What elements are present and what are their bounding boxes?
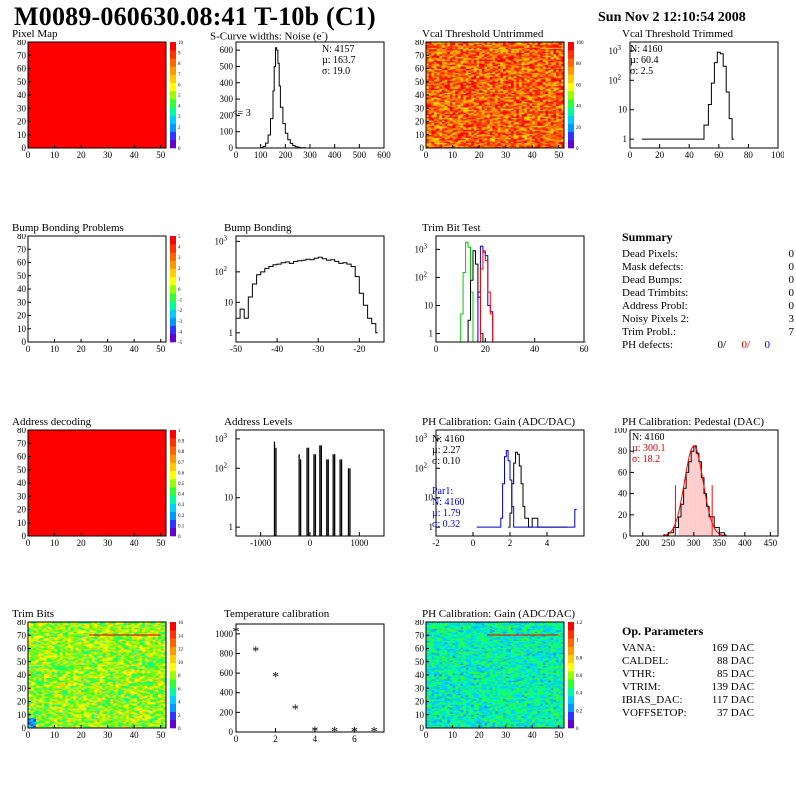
timestamp: Sun Nov 2 12:10:54 2008	[598, 10, 746, 26]
x-tick-label: 0	[234, 150, 239, 160]
x-tick-label: 0	[26, 150, 31, 160]
stats-box: N: 4157 µ: 163.7 σ: 19.0	[322, 44, 356, 77]
y-tick-label: 70	[17, 50, 27, 60]
y-tick-label: 20	[17, 117, 27, 127]
underflow-annotation: <= 3	[232, 108, 251, 119]
y-tick-label: 10	[17, 130, 27, 140]
palette-label: 3	[178, 115, 181, 120]
palette-label: 4	[178, 105, 181, 110]
y-tick-label: 600	[220, 45, 234, 55]
palette-label: 0	[178, 147, 181, 152]
stat-sigma: σ: 19.0	[322, 66, 356, 77]
x-tick-label: 10	[50, 150, 60, 160]
y-tick-label: 50	[17, 77, 27, 87]
palette-swatch	[170, 83, 176, 91]
x-tick-label: 20	[77, 150, 87, 160]
y-tick-label: 100	[220, 127, 234, 137]
y-tick-label: 80	[17, 40, 27, 47]
x-tick-label: 300	[303, 150, 317, 160]
palette-label: 5	[178, 94, 181, 99]
x-tick-label: 500	[353, 150, 367, 160]
x-tick-label: 400	[328, 150, 342, 160]
y-tick-label: 30	[17, 103, 27, 113]
panel-title: Pixel Map	[12, 28, 58, 40]
x-tick-label: 40	[130, 150, 140, 160]
palette-label: 6	[178, 83, 181, 88]
palette-label: 7	[178, 73, 181, 78]
chart-pixel-map: 0 10 20 30 40 50 0 10 20 30 40 50 60 70 80 0 1 2 3 4 5 6 7 8 9 10	[12, 40, 208, 170]
heatmap-cells	[28, 42, 166, 148]
palette-label: 2	[178, 126, 181, 131]
palette-swatch	[170, 58, 176, 66]
x-tick-label: 50	[156, 150, 166, 160]
panel-pixel-map: Pixel Map 0 10 20 30 40 50 0 10 20 30 40 50 60 70 80 0 1…	[12, 28, 208, 218]
stat-n: N: 4157	[322, 44, 356, 55]
palette-label: 9	[178, 52, 181, 57]
panel-title: Vcal Threshold Untrimmed	[422, 28, 543, 40]
palette-swatch	[170, 124, 176, 132]
palette-swatch	[170, 91, 176, 99]
heatmap-cells	[426, 42, 564, 148]
palette-swatch	[170, 42, 176, 50]
y-tick-label: 0	[229, 143, 234, 153]
palette-swatch	[170, 50, 176, 58]
palette-swatch	[170, 66, 176, 74]
histo-outline	[258, 48, 309, 148]
palette-swatch	[170, 140, 176, 148]
palette-swatch	[170, 75, 176, 83]
x-tick-label: 600	[377, 150, 391, 160]
x-tick-label: 30	[103, 150, 113, 160]
y-tick-label: 300	[220, 94, 234, 104]
stat-mean: µ: 163.7	[322, 55, 356, 66]
palette-swatch	[170, 132, 176, 140]
palette-label: 10	[178, 41, 184, 46]
x-tick-label: 200	[279, 150, 293, 160]
palette-swatch	[170, 107, 176, 115]
palette-label: 8	[178, 62, 181, 67]
y-tick-label: 40	[17, 90, 27, 100]
palette-swatch	[170, 99, 176, 107]
y-tick-label: 0	[22, 143, 27, 153]
y-tick-label: 400	[220, 78, 234, 88]
y-tick-label: 60	[17, 64, 27, 74]
palette-swatch	[170, 115, 176, 123]
x-tick-label: 100	[254, 150, 268, 160]
results-page: M0089-060630.08:41 T-10b (C1) Sun Nov 2 …	[0, 0, 796, 772]
plot-frame	[236, 42, 384, 148]
palette-label: 1	[178, 136, 181, 141]
y-tick-label: 500	[220, 61, 234, 71]
